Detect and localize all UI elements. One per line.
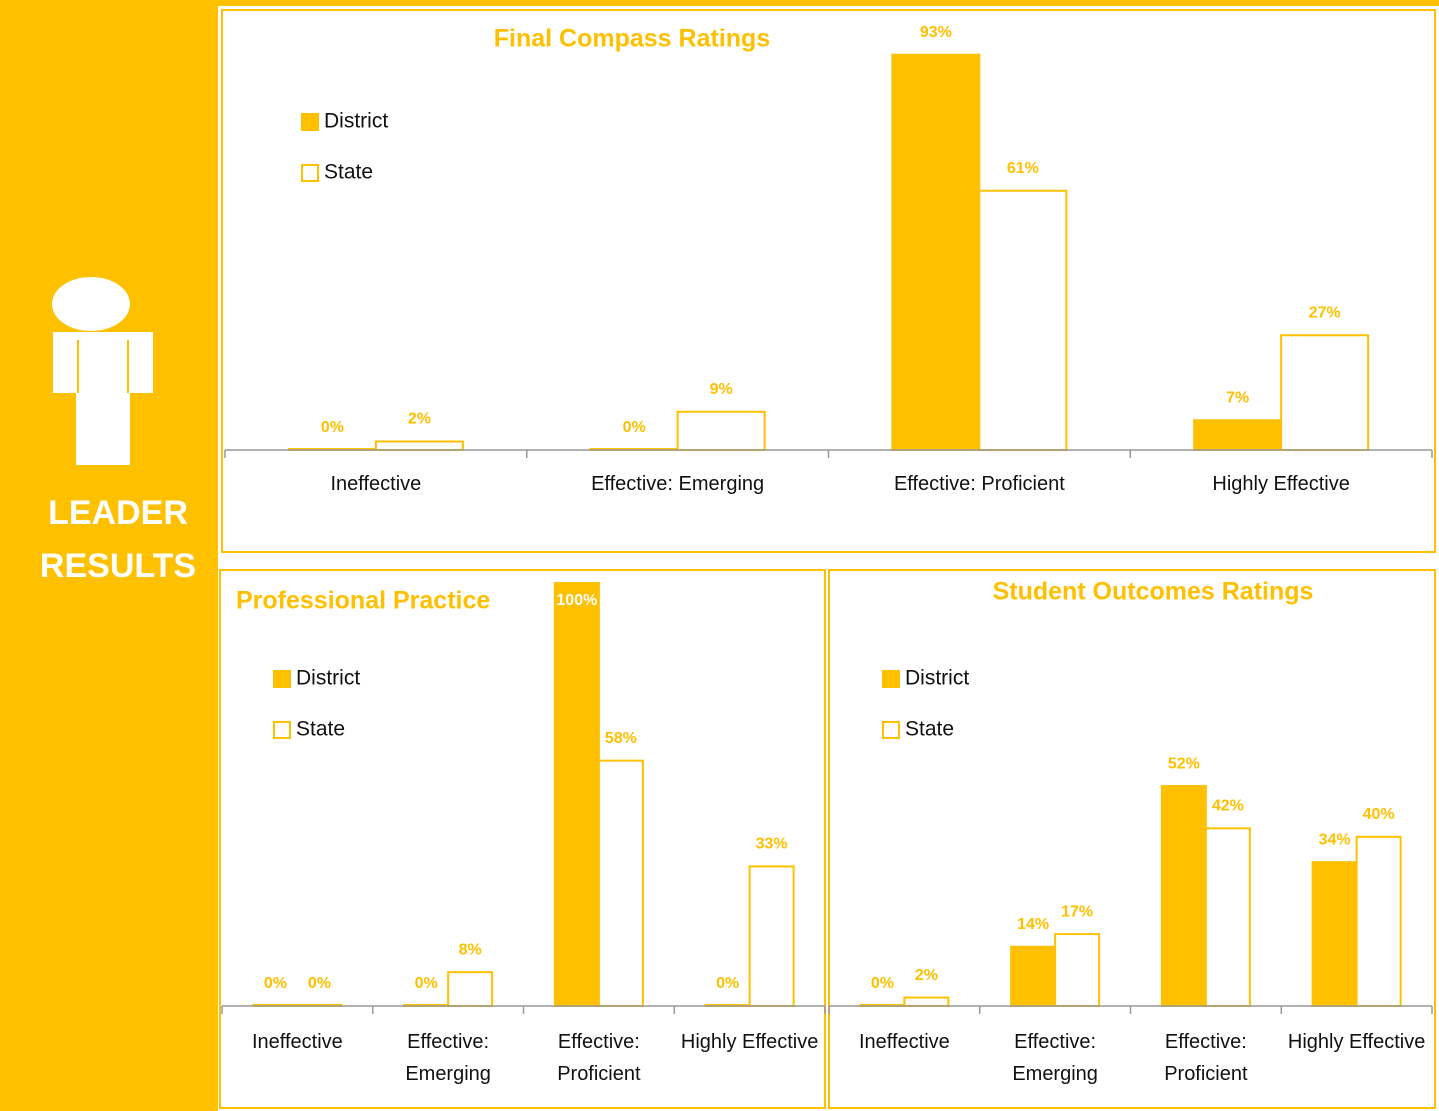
bar — [1204, 827, 1251, 1008]
bar — [553, 582, 600, 1007]
value-label: 17% — [1061, 903, 1093, 920]
bar — [978, 189, 1068, 451]
bar — [1010, 945, 1057, 1008]
legend-swatch — [882, 721, 900, 739]
legend-swatch — [301, 164, 319, 182]
value-label: 0% — [308, 975, 331, 992]
x-tick-label: Highly Effective — [1287, 1031, 1426, 1053]
value-label: 7% — [1226, 389, 1249, 406]
bar — [374, 440, 464, 451]
value-label: 0% — [321, 419, 344, 436]
x-tick-label: Ineffective — [251, 1031, 343, 1053]
bar — [1280, 334, 1370, 451]
value-label: 27% — [1309, 304, 1341, 321]
legend-label: State — [324, 161, 373, 184]
x-tick-label: Effective: Emerging — [405, 1031, 491, 1085]
value-label: 40% — [1363, 806, 1395, 823]
value-label: 33% — [756, 836, 788, 853]
legend-swatch — [273, 670, 291, 688]
value-label: 34% — [1319, 831, 1351, 848]
top-border — [218, 0, 1439, 6]
value-label: 93% — [920, 24, 952, 41]
bar — [903, 996, 950, 1007]
sidebar-title: LEADER — [48, 494, 188, 532]
bar — [676, 410, 766, 451]
legend-label: District — [296, 667, 360, 690]
value-label: 0% — [415, 975, 438, 992]
chart-title: Professional Practice — [236, 587, 490, 615]
x-tick-label: Effective: Emerging — [591, 473, 765, 495]
x-tick-label: Effective: Proficient — [893, 473, 1065, 495]
chart-frame — [828, 569, 1436, 1109]
chart-frame — [219, 569, 826, 1109]
value-label: 0% — [264, 975, 287, 992]
bar — [1054, 933, 1101, 1008]
value-label: 8% — [459, 941, 482, 958]
value-label: 2% — [408, 411, 431, 428]
value-label: 0% — [623, 419, 646, 436]
value-label: 0% — [871, 975, 894, 992]
value-label: 58% — [605, 730, 637, 747]
x-tick-label: Ineffective — [330, 473, 422, 495]
legend-label: District — [324, 110, 388, 133]
x-tick-label: Ineffective — [858, 1031, 950, 1053]
value-label: 100% — [556, 592, 597, 609]
x-tick-label: Effective: Proficient — [557, 1031, 641, 1085]
bar — [891, 53, 981, 451]
bar — [447, 971, 494, 1007]
value-label: 52% — [1168, 755, 1200, 772]
x-tick-label: Highly Effective — [680, 1031, 819, 1053]
sidebar — [0, 0, 218, 1111]
legend-swatch — [273, 721, 291, 739]
bar — [597, 759, 644, 1007]
x-tick-label: Effective: Proficient — [1164, 1031, 1248, 1085]
value-label: 61% — [1007, 160, 1039, 177]
value-label: 9% — [710, 381, 733, 398]
legend-label: State — [296, 718, 345, 741]
legend-swatch — [882, 670, 900, 688]
bar — [1311, 861, 1358, 1007]
value-label: 0% — [716, 975, 739, 992]
value-label: 2% — [915, 967, 938, 984]
x-tick-label: Highly Effective — [1212, 473, 1350, 495]
chart-title: Final Compass Ratings — [494, 25, 770, 53]
bar — [748, 865, 795, 1007]
legend-label: District — [905, 667, 969, 690]
person-icon — [52, 277, 153, 465]
bar — [1193, 419, 1283, 451]
bar — [1355, 835, 1402, 1007]
bar — [1160, 785, 1207, 1007]
legend-label: State — [905, 718, 954, 741]
x-tick-label: Effective: Emerging — [1012, 1031, 1098, 1085]
legend-swatch — [301, 113, 319, 131]
value-label: 42% — [1212, 798, 1244, 815]
chart-title: Student Outcomes Ratings — [993, 578, 1314, 606]
sidebar-title: RESULTS — [40, 547, 196, 585]
chart-frame — [221, 9, 1436, 553]
value-label: 14% — [1017, 916, 1049, 933]
